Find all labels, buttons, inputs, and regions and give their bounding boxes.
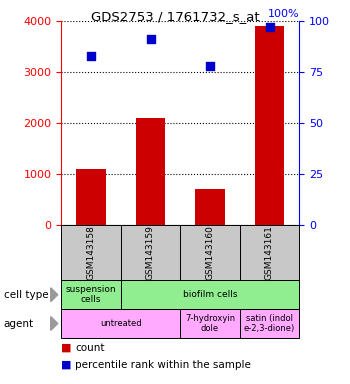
Text: agent: agent [4,318,34,329]
Text: biofilm cells: biofilm cells [183,290,237,299]
Text: GSM143161: GSM143161 [265,225,274,280]
Text: GSM143158: GSM143158 [86,225,96,280]
Text: GDS2753 / 1761732_s_at: GDS2753 / 1761732_s_at [91,10,259,23]
Text: GSM143159: GSM143159 [146,225,155,280]
Bar [136,118,165,225]
Text: cell type: cell type [4,290,48,300]
Polygon shape [51,316,58,330]
Point [88,53,94,59]
Text: GSM143160: GSM143160 [205,225,215,280]
Bar [255,26,284,225]
Polygon shape [51,288,58,302]
Point [148,36,153,43]
Text: suspension
cells: suspension cells [66,285,116,305]
Text: percentile rank within the sample: percentile rank within the sample [75,360,251,370]
Point [267,24,272,30]
Text: count: count [75,343,105,353]
Text: 100%: 100% [268,9,299,19]
Point [207,63,213,69]
Text: ■: ■ [61,343,72,353]
Bar [76,169,106,225]
Text: untreated: untreated [100,319,141,328]
Text: ■: ■ [61,360,72,370]
Bar [195,189,225,225]
Text: 7-hydroxyin
dole: 7-hydroxyin dole [185,314,235,333]
Text: satin (indol
e-2,3-dione): satin (indol e-2,3-dione) [244,314,295,333]
